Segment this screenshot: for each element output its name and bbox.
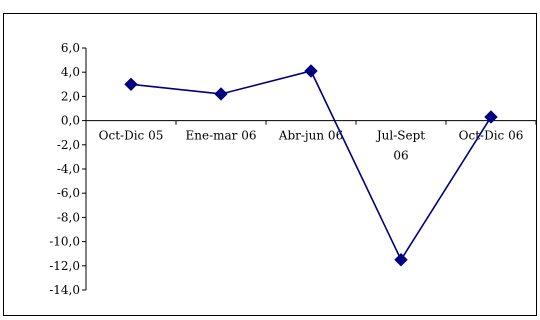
x-tick-label-line: Abr-jun 06 xyxy=(278,129,343,143)
x-tick-label: Abr-jun 06 xyxy=(278,129,343,143)
x-tick-label: Oct-Dic 05 xyxy=(99,129,164,143)
y-tick-label: -12,0 xyxy=(49,259,80,273)
x-tick-label-line: Oct-Dic 05 xyxy=(99,129,164,143)
y-tick-label: -14,0 xyxy=(49,283,80,297)
x-tick-label: Ene-mar 06 xyxy=(186,129,257,143)
y-tick-label: 6,0 xyxy=(61,41,80,55)
line-chart: 6,0 4,0 2,0 0,0 -2,0 -4,0 -6,0 -8,0 -10,0 -12,0 -1… xyxy=(49,41,537,297)
y-tick-label: -8,0 xyxy=(57,210,80,224)
chart-frame: 6,0 4,0 2,0 0,0 -2,0 -4,0 -6,0 -8,0 -10,0 -12,0 -1… xyxy=(3,13,537,316)
y-tick-label: -10,0 xyxy=(49,235,80,249)
x-tick-label-line: Ene-mar 06 xyxy=(186,129,257,143)
x-tick-label-line: Oct-Dic 06 xyxy=(459,129,524,143)
x-tick-label: Jul-Sept 06 xyxy=(375,129,425,163)
data-point-marker xyxy=(214,87,228,101)
x-tick-label-line: 06 xyxy=(393,149,408,163)
data-point-marker xyxy=(484,110,498,124)
y-tick-label: 2,0 xyxy=(61,89,80,103)
x-tick-label-line: Jul-Sept xyxy=(375,129,425,143)
y-tick-label: 4,0 xyxy=(61,65,80,79)
x-tick-label: Oct-Dic 06 xyxy=(459,129,524,143)
series-line xyxy=(130,70,492,262)
data-point-marker xyxy=(394,253,408,267)
y-tick-label: -6,0 xyxy=(57,186,80,200)
y-tick-label: -2,0 xyxy=(57,138,80,152)
y-tick-label: 0,0 xyxy=(61,114,80,128)
data-point-marker xyxy=(304,64,318,78)
y-tick-label: -4,0 xyxy=(57,162,80,176)
data-point-marker xyxy=(124,77,138,92)
